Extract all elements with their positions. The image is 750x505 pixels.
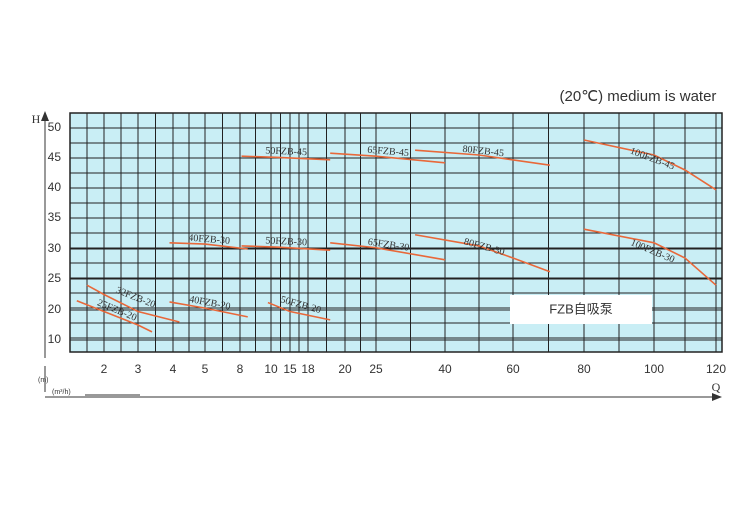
x-arrow — [712, 393, 722, 401]
y-tick-label: 30 — [48, 241, 62, 255]
x-tick-label: 15 — [283, 362, 297, 376]
y-tick-label: 50 — [48, 120, 62, 134]
curve — [169, 242, 248, 250]
x-tick-label: 60 — [506, 362, 520, 376]
curve-label: 80FZB-45 — [462, 144, 505, 160]
curve-label: 50FZB-30 — [265, 235, 307, 248]
curve — [267, 301, 331, 321]
annotation-box — [510, 295, 652, 324]
y-unit: (m) — [38, 377, 49, 384]
x-tick-label: 4 — [170, 362, 177, 376]
annotation: FZB自吸泵 — [549, 301, 613, 316]
curve — [76, 299, 153, 333]
curve — [414, 233, 551, 273]
x-tick-label: 5 — [202, 362, 209, 376]
x-tick-label: 80 — [577, 362, 591, 376]
curve — [330, 242, 446, 261]
curve — [583, 139, 717, 191]
x-tick-label: 100 — [644, 362, 664, 376]
y-label: H — [32, 112, 41, 126]
curve — [415, 149, 551, 166]
y-tick-label: 20 — [48, 302, 62, 316]
x-tick-label: 18 — [301, 362, 315, 376]
y-tick-label: 40 — [48, 180, 62, 194]
x-tick-label: 8 — [237, 362, 244, 376]
curve-label: 50FZB-45 — [265, 145, 307, 158]
x-tick-label: 120 — [706, 362, 726, 376]
curve-label: 65FZB-45 — [367, 145, 409, 159]
chart-title: (20℃) medium is water — [560, 88, 717, 105]
x-tick-label: 3 — [135, 362, 142, 376]
y-tick-label: 10 — [48, 332, 62, 346]
x-label: Q — [712, 380, 721, 394]
x-tick-label: 2 — [101, 362, 108, 376]
x-tick-label: 25 — [369, 362, 383, 376]
curve — [241, 245, 331, 251]
x-unit: (m³/h) — [52, 389, 71, 396]
y-tick-label: 25 — [48, 271, 62, 285]
y-tick-label: 45 — [48, 150, 62, 164]
x-tick-label: 10 — [264, 362, 278, 376]
y-tick-label: 35 — [48, 210, 62, 224]
curve — [583, 228, 717, 286]
x-tick-label: 20 — [338, 362, 352, 376]
x-tick-label: 40 — [438, 362, 452, 376]
y-arrow — [41, 111, 49, 121]
curve — [169, 301, 248, 318]
minor-grid — [70, 113, 722, 352]
curve — [330, 152, 446, 164]
curve — [241, 155, 331, 161]
curve — [86, 284, 180, 323]
curve-label: 40FZB-30 — [188, 233, 230, 247]
